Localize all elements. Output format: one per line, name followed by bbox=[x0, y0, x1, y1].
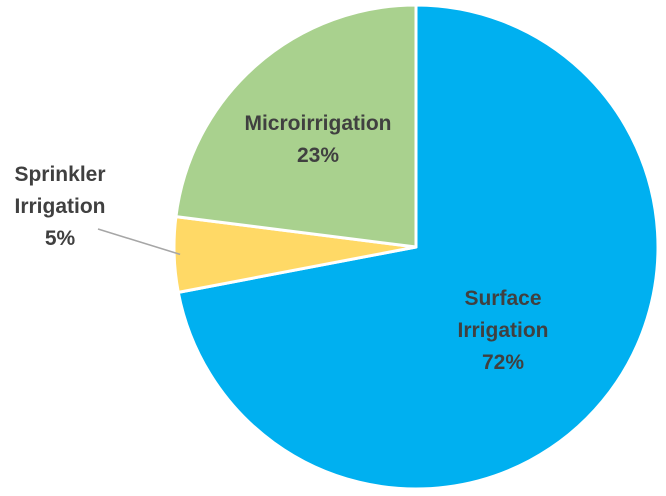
leader-line-sprinkler bbox=[97, 228, 181, 256]
slice-label-microirrigation: Microirrigation 23% bbox=[244, 112, 391, 167]
slice-label-sprinkler-irrigation: Sprinkler Irrigation 5% bbox=[14, 163, 105, 250]
slice-label-surface-irrigation: Surface Irrigation 72% bbox=[457, 287, 548, 374]
pie-slice-surface-irrigation bbox=[176, 3, 660, 491]
pie-slice-microirrigation bbox=[174, 3, 418, 249]
